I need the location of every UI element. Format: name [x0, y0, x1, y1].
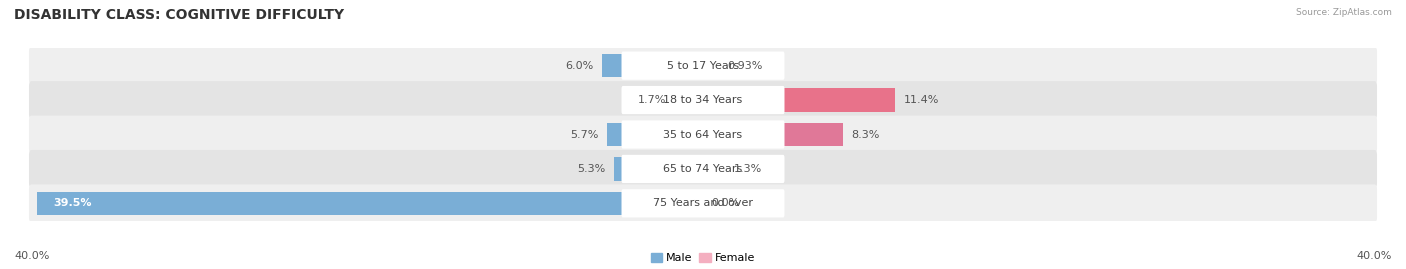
Bar [602, 54, 703, 77]
Text: 40.0%: 40.0% [1357, 251, 1392, 261]
Bar [703, 88, 896, 112]
Bar [675, 88, 703, 112]
FancyBboxPatch shape [621, 121, 785, 148]
Text: 39.5%: 39.5% [53, 198, 91, 208]
Bar [607, 123, 703, 146]
Bar [613, 157, 703, 181]
Text: 6.0%: 6.0% [565, 61, 593, 71]
Text: 5 to 17 Years: 5 to 17 Years [666, 61, 740, 71]
FancyBboxPatch shape [30, 47, 1376, 84]
FancyBboxPatch shape [621, 52, 785, 80]
Bar [703, 157, 725, 181]
Text: 11.4%: 11.4% [904, 95, 939, 105]
Text: 5.7%: 5.7% [569, 129, 599, 140]
Legend: Male, Female: Male, Female [651, 253, 755, 263]
FancyBboxPatch shape [30, 150, 1376, 188]
Text: 5.3%: 5.3% [576, 164, 605, 174]
Bar [37, 192, 703, 215]
Text: 0.0%: 0.0% [711, 198, 740, 208]
FancyBboxPatch shape [621, 189, 785, 217]
FancyBboxPatch shape [621, 86, 785, 114]
Text: 8.3%: 8.3% [852, 129, 880, 140]
Text: 1.3%: 1.3% [734, 164, 762, 174]
Text: 65 to 74 Years: 65 to 74 Years [664, 164, 742, 174]
FancyBboxPatch shape [621, 155, 785, 183]
Text: 1.7%: 1.7% [637, 95, 666, 105]
FancyBboxPatch shape [30, 81, 1376, 119]
Text: 75 Years and over: 75 Years and over [652, 198, 754, 208]
Text: 18 to 34 Years: 18 to 34 Years [664, 95, 742, 105]
Bar [703, 54, 718, 77]
Text: 0.93%: 0.93% [727, 61, 762, 71]
Text: 40.0%: 40.0% [14, 251, 49, 261]
Text: DISABILITY CLASS: COGNITIVE DIFFICULTY: DISABILITY CLASS: COGNITIVE DIFFICULTY [14, 8, 344, 22]
Text: Source: ZipAtlas.com: Source: ZipAtlas.com [1296, 8, 1392, 17]
FancyBboxPatch shape [30, 116, 1376, 153]
FancyBboxPatch shape [30, 185, 1376, 222]
Text: 35 to 64 Years: 35 to 64 Years [664, 129, 742, 140]
Bar [703, 123, 844, 146]
